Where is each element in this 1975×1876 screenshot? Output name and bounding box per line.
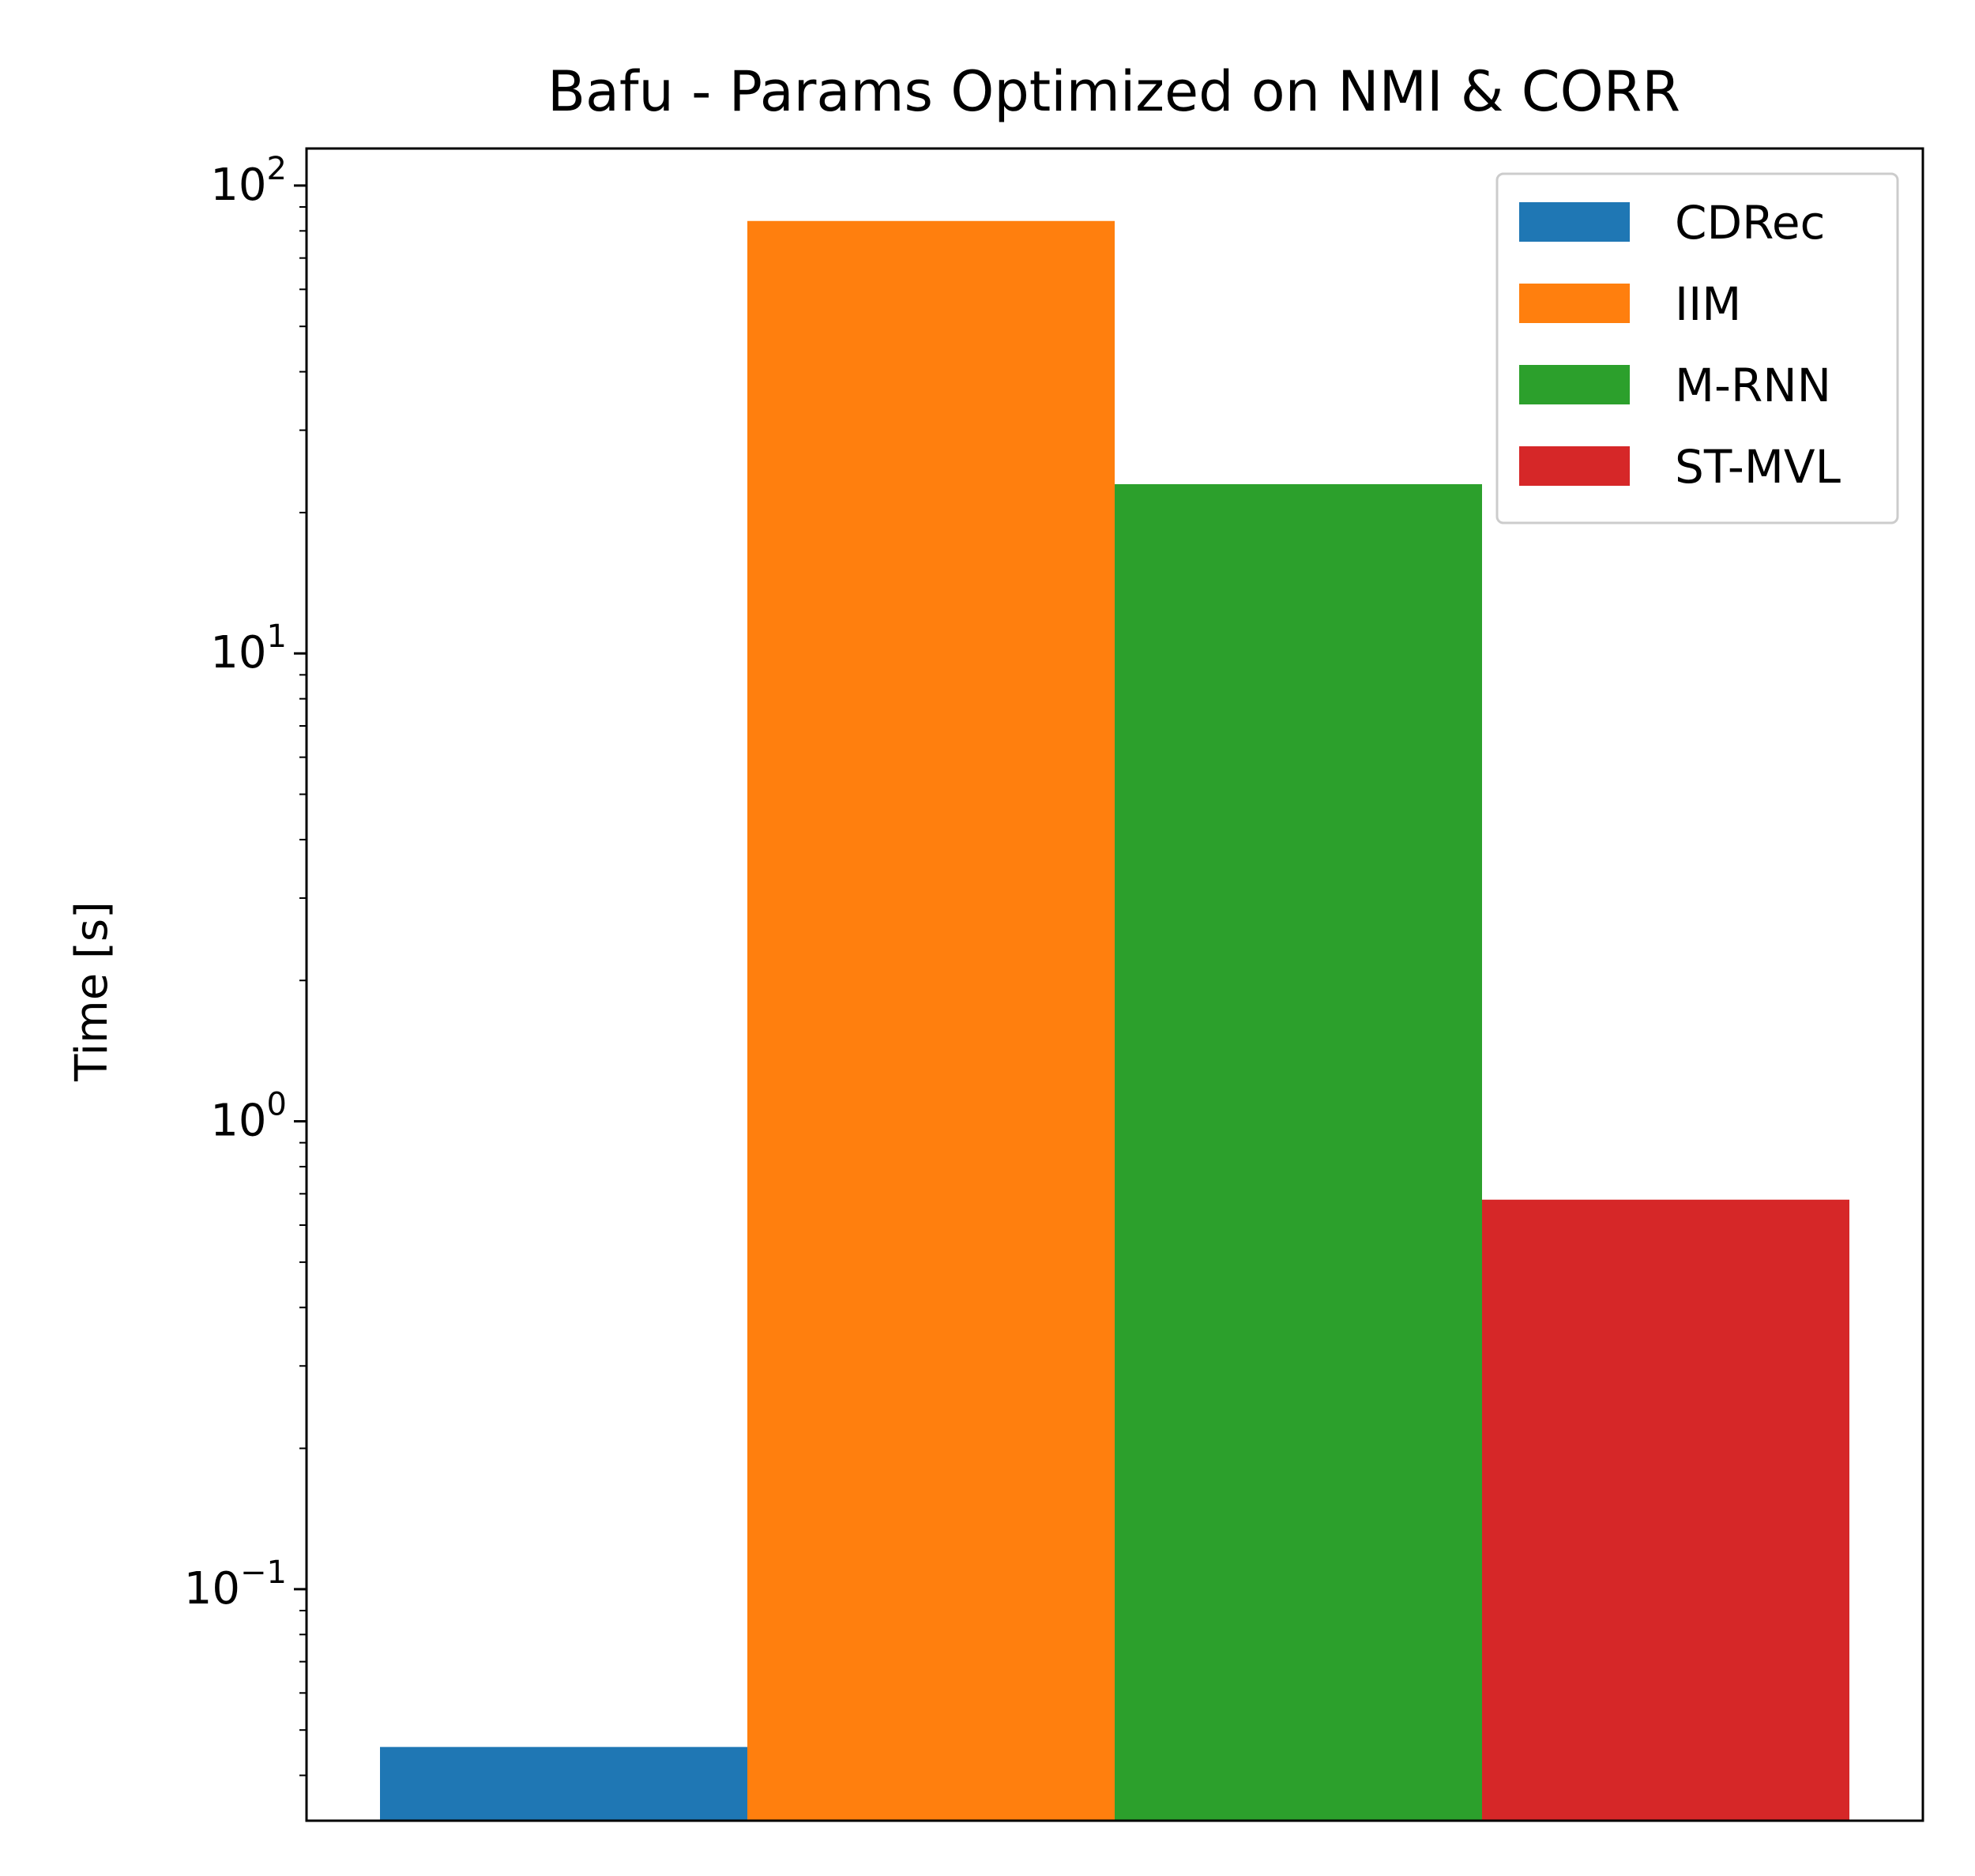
chart-title: Bafu - Params Optimized on NMI & CORR [547, 59, 1680, 124]
legend-label-m-rnn: M-RNN [1675, 359, 1831, 412]
bar-iim [747, 220, 1115, 1821]
y-tick-label: 10−1 [184, 1555, 287, 1615]
y-axis-label: Time [s] [66, 901, 118, 1082]
legend-swatch-cdrec [1519, 202, 1630, 242]
bar-cdrec [380, 1746, 747, 1821]
y-tick-label: 100 [210, 1087, 287, 1147]
legend-label-cdrec: CDRec [1675, 196, 1825, 250]
plot-frame [305, 147, 1924, 1822]
legend-frame [1495, 172, 1899, 524]
legend-label-st-mvl: ST-MVL [1675, 440, 1841, 494]
legend-swatch-iim [1519, 284, 1630, 323]
bar-st-mvl [1482, 1199, 1849, 1821]
y-tick-label: 102 [210, 151, 287, 211]
legend-swatch-m-rnn [1519, 365, 1630, 404]
y-ticks: 102 101 100 10−1 [184, 151, 307, 1776]
y-tick-label: 101 [210, 618, 287, 679]
legend-swatch-st-mvl [1519, 446, 1630, 486]
legend-label-iim: IIM [1675, 277, 1741, 331]
bars-layer [380, 220, 1849, 1821]
bar-m-rnn [1115, 483, 1482, 1821]
legend: CDRec IIM M-RNN ST-MVL [1495, 172, 1899, 524]
